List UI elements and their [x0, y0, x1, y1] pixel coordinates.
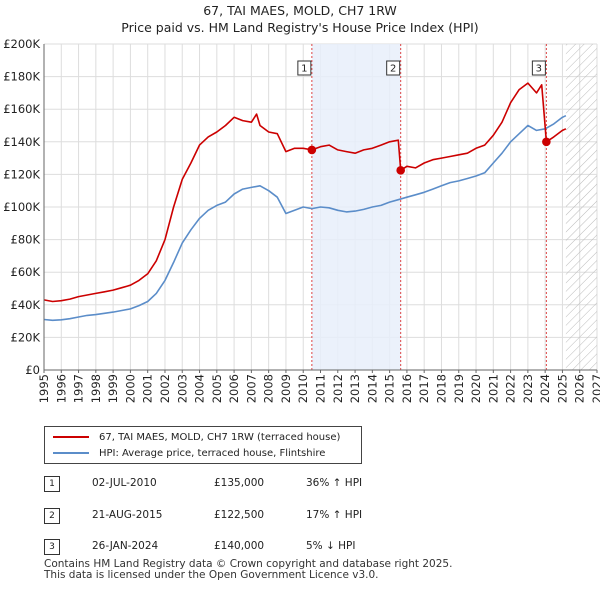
sale-label-box — [531, 60, 546, 76]
sale-hpi-change: 5% ↓ HPI — [306, 540, 356, 552]
sale-number-badge: 1 — [44, 476, 60, 492]
x-tick-label: 2013 — [348, 374, 362, 403]
sale-point — [307, 145, 317, 155]
x-tick-label: 2004 — [193, 374, 207, 403]
x-tick-label: 2027 — [590, 374, 600, 403]
x-tick-label: 2001 — [141, 374, 155, 403]
x-tick-label: 2011 — [314, 374, 328, 403]
chart-title: 67, TAI MAES, MOLD, CH7 1RW — [203, 3, 397, 18]
x-tick-label: 2022 — [504, 374, 518, 403]
footer-attribution: Contains HM Land Registry data © Crown c… — [44, 559, 452, 581]
y-tick-label: £180K — [3, 70, 40, 84]
chart-subtitle: Price paid vs. HM Land Registry's House … — [121, 20, 479, 35]
sale-date: 21-AUG-2015 — [92, 509, 163, 521]
sale-date: 02-JUL-2010 — [92, 477, 157, 489]
x-tick-label: 2003 — [175, 374, 189, 403]
x-tick-label: 1995 — [37, 374, 51, 403]
y-tick-label: £120K — [3, 167, 40, 181]
sale-price: £135,000 — [214, 477, 265, 489]
x-tick-label: 1998 — [89, 374, 103, 403]
sale-label-number: 1 — [301, 64, 307, 75]
sale-price: £122,500 — [214, 509, 265, 521]
x-tick-label: 2024 — [538, 374, 552, 403]
x-tick-label: 2002 — [158, 374, 172, 403]
x-tick-label: 2018 — [434, 374, 448, 403]
sale-price: £140,000 — [214, 540, 265, 552]
sale-row: 3 26-JAN-2024 £140,000 5% ↓ HPI — [44, 539, 404, 555]
legend-label-hpi: HPI: Average price, terraced house, Flin… — [99, 447, 326, 459]
x-tick-label: 2020 — [469, 374, 483, 403]
x-tick-label: 2025 — [555, 374, 569, 403]
legend-label-property: 67, TAI MAES, MOLD, CH7 1RW (terraced ho… — [99, 431, 341, 443]
sale-hpi-change: 36% ↑ HPI — [306, 477, 363, 489]
y-tick-label: £60K — [11, 265, 41, 279]
footer-licence: This data is licensed under the Open Gov… — [44, 569, 379, 581]
sale-row: 1 02-JUL-2010 £135,000 36% ↑ HPI — [44, 476, 404, 492]
footer-copyright: Contains HM Land Registry data © Crown c… — [44, 558, 453, 570]
legend-swatch-hpi — [53, 452, 89, 454]
x-tick-label: 1999 — [106, 374, 120, 403]
x-tick-label: 2019 — [452, 374, 466, 403]
x-tick-label: 1997 — [72, 374, 86, 403]
y-tick-label: £0 — [25, 363, 40, 377]
sale-label-box — [297, 60, 312, 76]
chart-legend: 67, TAI MAES, MOLD, CH7 1RW (terraced ho… — [44, 426, 362, 464]
hatched-forecast-region — [565, 44, 597, 370]
sale-point — [542, 137, 551, 147]
sale-row: 2 21-AUG-2015 £122,500 17% ↑ HPI — [44, 508, 404, 524]
x-tick-label: 2008 — [262, 374, 276, 403]
x-tick-label: 2010 — [296, 374, 310, 403]
y-tick-label: £200K — [3, 37, 40, 51]
sale-date: 26-JAN-2024 — [92, 540, 159, 552]
x-tick-label: 2015 — [383, 374, 397, 403]
sale-label-number: 3 — [536, 64, 542, 75]
sale-label-number: 2 — [390, 64, 396, 75]
sale-point — [396, 166, 405, 175]
x-tick-label: 2006 — [227, 374, 241, 403]
y-tick-label: £140K — [3, 135, 40, 149]
sale-label-box — [386, 60, 401, 76]
y-tick-label: £160K — [3, 102, 40, 116]
x-tick-label: 2014 — [365, 374, 379, 403]
sale-hpi-change: 17% ↑ HPI — [306, 509, 363, 521]
x-tick-label: 2021 — [486, 374, 500, 403]
x-tick-label: 2000 — [123, 374, 137, 403]
price-chart: 1 2 3 £0 £20K £40K £60K £80K £100K £120K £140K £16… — [3, 37, 600, 403]
legend-entry-property: 67, TAI MAES, MOLD, CH7 1RW (terraced ho… — [53, 429, 340, 445]
y-tick-label: £80K — [11, 233, 41, 247]
sale-number-badge: 3 — [44, 539, 60, 555]
y-tick-label: £40K — [11, 298, 41, 312]
hpi-series-line — [43, 114, 567, 322]
y-tick-label: £100K — [3, 200, 40, 214]
x-tick-label: 1996 — [54, 374, 68, 403]
x-tick-label: 2007 — [244, 374, 258, 403]
y-tick-label: £20K — [11, 330, 41, 344]
x-tick-label: 2009 — [279, 374, 293, 403]
x-tick-label: 2012 — [331, 374, 345, 403]
x-tick-label: 2017 — [417, 374, 431, 403]
legend-entry-hpi: HPI: Average price, terraced house, Flin… — [53, 445, 325, 461]
sale-number-badge: 2 — [44, 508, 60, 524]
x-tick-label: 2026 — [573, 374, 587, 403]
x-tick-label: 2023 — [521, 374, 535, 403]
x-tick-label: 2005 — [210, 374, 224, 403]
x-tick-label: 2016 — [400, 374, 414, 403]
legend-swatch-property — [53, 436, 89, 438]
